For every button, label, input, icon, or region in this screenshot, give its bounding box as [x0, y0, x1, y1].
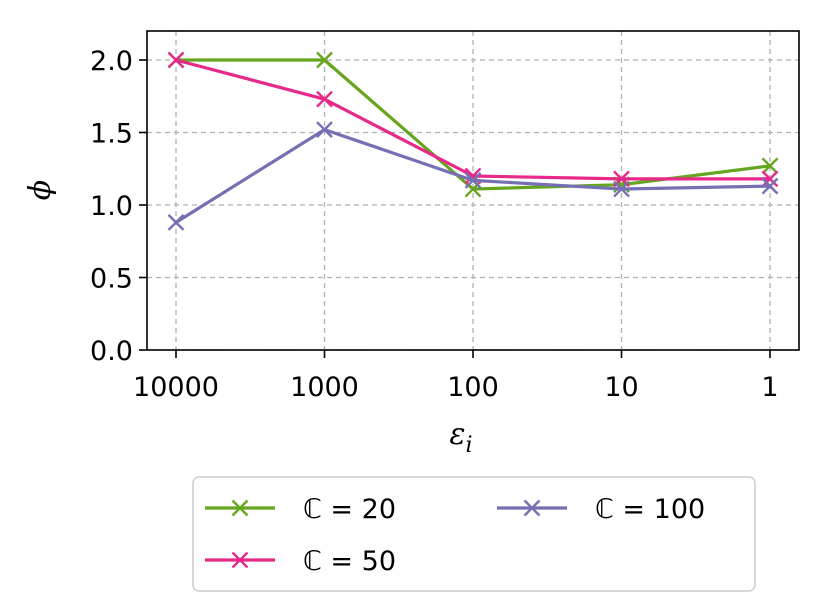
y-axis-label: ϕ — [23, 180, 58, 200]
legend-marker — [523, 499, 541, 517]
series-layer — [167, 51, 779, 231]
y-tick-label: 0.5 — [90, 264, 133, 295]
data-point — [316, 90, 333, 108]
y-tick-label: 2.0 — [90, 46, 133, 77]
x-tick-label: 10 — [604, 372, 638, 403]
x-tick-label: 10000 — [133, 372, 219, 403]
x-axis-label-subscript: i — [466, 433, 473, 458]
y-tick-label: 0.0 — [90, 336, 133, 367]
data-point — [316, 121, 333, 138]
data-point — [761, 157, 779, 175]
y-tick-label: 1.0 — [90, 191, 133, 222]
data-point — [464, 172, 482, 189]
legend-frame — [192, 476, 756, 592]
ticks: 10000 1000 100 10 1 0.0 0.5 1.0 1.5 2.0 — [90, 46, 779, 403]
data-point — [167, 51, 185, 69]
data-point — [761, 177, 779, 195]
legend: ℂ = 20 ℂ = 50 ℂ = 100 — [192, 476, 756, 592]
legend-entry: ℂ = 50 — [303, 546, 396, 577]
legend-marker — [231, 499, 249, 517]
x-axis-label-main: ε — [449, 417, 465, 452]
x-tick-label: 100 — [447, 372, 499, 403]
x-axis-label: εi — [449, 417, 472, 458]
data-point — [167, 214, 185, 231]
data-point — [316, 51, 333, 69]
legend-marker — [231, 551, 249, 569]
legend-entry: ℂ = 100 — [595, 494, 705, 525]
data-point — [761, 170, 779, 188]
y-tick-label: 1.5 — [90, 119, 133, 150]
legend-entry: ℂ = 20 — [303, 494, 396, 525]
data-point — [613, 180, 630, 198]
x-tick-label: 1 — [761, 372, 778, 403]
x-tick-label: 1000 — [290, 372, 359, 403]
